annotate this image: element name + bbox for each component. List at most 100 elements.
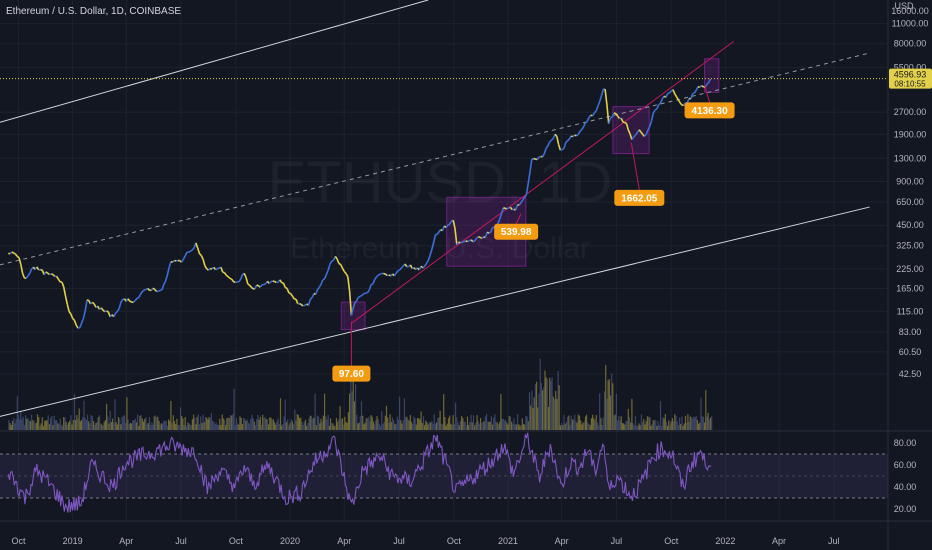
- volume-bar: [632, 423, 634, 430]
- price-segment: [161, 284, 165, 291]
- volume-bar: [706, 416, 708, 430]
- volume-bar: [582, 422, 584, 430]
- volume-bar: [546, 378, 548, 430]
- time-axis: Oct 2019 Apr Jul Oct 2020 Apr Jul Oct 2021 Apr Jul O…: [11, 536, 839, 546]
- price-segment: [358, 295, 361, 298]
- volume-bar: [297, 415, 299, 430]
- price-segment: [675, 96, 680, 101]
- price-segment: [375, 274, 379, 278]
- price-segment: [449, 220, 453, 225]
- price-segment: [423, 263, 428, 267]
- volume-bar: [238, 424, 240, 430]
- volume-bar: [571, 419, 573, 430]
- price-segment: [196, 247, 201, 254]
- volume-bar: [252, 418, 254, 430]
- volume-bar: [306, 425, 308, 430]
- volume-bar: [203, 422, 205, 430]
- volume-bar: [328, 425, 330, 430]
- price-segment: [699, 84, 703, 88]
- volume-bar: [389, 414, 391, 430]
- volume-bar: [687, 414, 689, 430]
- price-segment: [291, 295, 295, 300]
- volume-bar: [171, 423, 173, 430]
- price-segment: [331, 259, 334, 262]
- volume-bar: [480, 418, 482, 430]
- price-segment: [474, 237, 478, 242]
- volume-bar: [568, 415, 570, 430]
- volume-bar: [561, 422, 563, 430]
- volume-bar: [505, 419, 507, 430]
- volume-bar: [707, 412, 709, 430]
- volume-bar: [61, 425, 64, 430]
- volume-bar: [509, 416, 511, 430]
- price-segment: [359, 294, 363, 297]
- volume-bar: [313, 417, 315, 430]
- volume-bar: [586, 414, 588, 430]
- volume-bar: [45, 420, 47, 430]
- price-series: [8, 78, 712, 329]
- price-segment: [591, 112, 596, 117]
- volume-bar: [570, 415, 572, 430]
- price-segment: [166, 267, 170, 276]
- volume-bar: [257, 415, 259, 430]
- volume-bar: [646, 416, 648, 430]
- volume-bar: [441, 424, 444, 430]
- volume-bar: [22, 416, 24, 430]
- volume-bar: [572, 419, 575, 430]
- volume-bar: [611, 373, 613, 430]
- volume-bar: [240, 417, 242, 430]
- volume-bar: [667, 425, 669, 430]
- volume-bar: [251, 414, 253, 430]
- volume-bar: [365, 418, 367, 430]
- price-segment: [225, 274, 229, 278]
- price-segment: [361, 293, 365, 296]
- volume-bar: [53, 416, 55, 430]
- volume-bar: [308, 418, 310, 430]
- zone-box-mid-2021: [612, 106, 650, 155]
- volume-bar: [87, 414, 89, 430]
- price-segment: [57, 278, 61, 283]
- volume-bar: [402, 420, 404, 430]
- volume-bar: [553, 399, 556, 430]
- volume-bar: [659, 401, 662, 430]
- volume-bar: [299, 417, 301, 430]
- volume-bar: [676, 421, 678, 430]
- price-segment: [497, 218, 501, 224]
- price-segment: [686, 98, 690, 104]
- volume-bar: [527, 421, 529, 430]
- price-segment: [625, 123, 630, 131]
- volume-bar: [351, 391, 353, 430]
- volume-bar: [575, 420, 577, 430]
- volume-bar: [188, 423, 190, 430]
- rsi-tick-40-00: 40.00: [894, 482, 917, 492]
- volume-bar: [500, 393, 502, 430]
- y-tick-2700-00: 2700.00: [894, 107, 927, 117]
- volume-bar: [702, 416, 704, 430]
- price-segment: [413, 267, 417, 270]
- price-segment: [8, 252, 11, 255]
- volume-bar: [145, 417, 147, 430]
- volume-bar: [552, 396, 554, 430]
- volume-bar: [401, 423, 403, 430]
- volume-bar: [606, 398, 608, 430]
- volume-bar: [202, 414, 204, 430]
- price-segment: [668, 90, 672, 94]
- volume-bar: [301, 421, 303, 430]
- volume-bar: [630, 422, 632, 430]
- last-price-tag-bg: [889, 68, 932, 89]
- callout-539-leader: [515, 213, 522, 224]
- price-segment: [576, 133, 579, 137]
- volume-bar: [338, 419, 340, 430]
- volume-bar: [463, 421, 465, 430]
- volume-bar: [584, 416, 587, 430]
- volume-bar: [499, 421, 501, 430]
- volume-bar: [57, 423, 59, 430]
- price-segment: [557, 144, 562, 151]
- price-segment: [363, 292, 366, 295]
- price-segment: [522, 196, 526, 201]
- volume-bar: [403, 398, 405, 430]
- volume-bar: [513, 418, 515, 430]
- price-segment: [561, 147, 565, 151]
- volume-bar: [44, 420, 46, 430]
- price-segment: [13, 252, 16, 255]
